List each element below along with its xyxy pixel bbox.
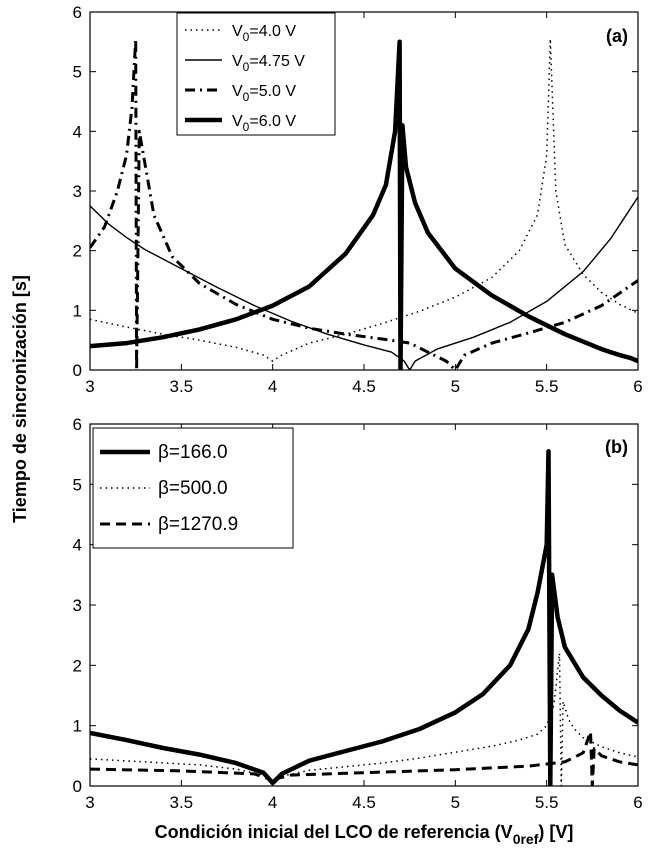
legend-label-main: V xyxy=(232,113,243,130)
series-line-1 xyxy=(90,448,638,786)
legend-label-4: V0=6.0 V xyxy=(232,113,296,134)
legend-label-sub: 0 xyxy=(243,60,250,74)
x-axis-title-tail: ) [V] xyxy=(538,822,573,842)
legend-label-1: V0=4.0 V xyxy=(232,23,296,44)
y-tick-label: 1 xyxy=(73,717,82,736)
x-axis-title: Condición inicial del LCO de referencia … xyxy=(155,822,574,847)
y-tick-label: 6 xyxy=(73,415,82,434)
y-tick-label: 3 xyxy=(73,596,82,615)
panel-a-label: (a) xyxy=(606,26,628,46)
panel-b-label: (b) xyxy=(605,437,628,457)
x-axis-title-sub: 0ref xyxy=(513,831,539,847)
legend-label-2: β=500.0 xyxy=(158,478,228,499)
y-tick-label: 0 xyxy=(73,361,82,380)
x-tick-label: 3.5 xyxy=(170,793,194,812)
legend-label-main: V xyxy=(232,83,243,100)
x-tick-label: 6 xyxy=(633,377,642,396)
panel-a-legend-box xyxy=(176,12,336,136)
x-tick-label: 5.5 xyxy=(535,793,559,812)
panel-a-legend: V0=4.0 VV0=4.75 VV0=5.0 VV0=6.0 V xyxy=(176,12,336,136)
x-tick-label: 4 xyxy=(268,793,277,812)
panel-b-legend-box xyxy=(92,427,294,549)
y-tick-label: 4 xyxy=(73,536,82,555)
legend-label-main: V xyxy=(232,53,243,70)
legend-label-main: β=1270.9 xyxy=(158,514,238,535)
series-line-1 xyxy=(90,38,638,362)
y-tick-label: 5 xyxy=(73,475,82,494)
legend-label-sub: 0 xyxy=(243,30,250,44)
legend-label-main: β=166.0 xyxy=(158,442,228,463)
y-axis-title: Tiempo de sincronización [s] xyxy=(10,275,30,523)
x-tick-label: 3 xyxy=(85,793,94,812)
series-line-2 xyxy=(90,652,638,786)
series-line-2 xyxy=(90,196,638,370)
y-tick-label: 2 xyxy=(73,656,82,675)
y-tick-label: 2 xyxy=(73,242,82,261)
panel-b-series xyxy=(90,448,638,786)
y-tick-label: 0 xyxy=(73,777,82,796)
series-line-3 xyxy=(90,37,638,370)
x-tick-label: 4 xyxy=(268,377,277,396)
y-tick-label: 6 xyxy=(73,3,82,22)
legend-label-tail: =4.75 V xyxy=(249,53,305,70)
legend-label-tail: =4.0 V xyxy=(249,23,296,40)
legend-label-2: V0=4.75 V xyxy=(232,53,305,74)
panel-a-ticks: 3 3.5 4 4.5 5 5.5 6 0 1 2 3 4 5 6 xyxy=(73,3,643,396)
x-tick-label: 5 xyxy=(451,793,460,812)
legend-label-1: β=166.0 xyxy=(158,442,228,463)
panel-a-series xyxy=(90,37,638,370)
panel-b-legend: β=166.0 β=500.0 β=1270.9 xyxy=(92,427,294,549)
x-tick-label: 3.5 xyxy=(170,377,194,396)
series-line-4 xyxy=(90,39,638,370)
legend-label-main: β=500.0 xyxy=(158,478,228,499)
legend-label-main: V xyxy=(232,23,243,40)
legend-label-sub: 0 xyxy=(243,120,250,134)
x-tick-label: 5 xyxy=(451,377,460,396)
panel-b-ticks: 3 3.5 4 4.5 5 5.5 6 0 1 2 3 4 5 6 xyxy=(73,415,643,812)
x-tick-label: 6 xyxy=(633,793,642,812)
y-tick-label: 5 xyxy=(73,63,82,82)
legend-label-tail: =5.0 V xyxy=(249,83,296,100)
legend-label-3: β=1270.9 xyxy=(158,514,238,535)
y-tick-label: 1 xyxy=(73,301,82,320)
legend-label-tail: =6.0 V xyxy=(249,113,296,130)
x-axis-title-main: Condición inicial del LCO de referencia … xyxy=(155,822,513,842)
x-tick-label: 4.5 xyxy=(352,377,376,396)
y-tick-label: 3 xyxy=(73,182,82,201)
legend-label-sub: 0 xyxy=(243,90,250,104)
x-tick-label: 5.5 xyxy=(535,377,559,396)
series-line-3 xyxy=(90,730,638,786)
x-tick-label: 3 xyxy=(85,377,94,396)
y-tick-label: 4 xyxy=(73,122,82,141)
legend-label-3: V0=5.0 V xyxy=(232,83,296,104)
x-tick-label: 4.5 xyxy=(352,793,376,812)
